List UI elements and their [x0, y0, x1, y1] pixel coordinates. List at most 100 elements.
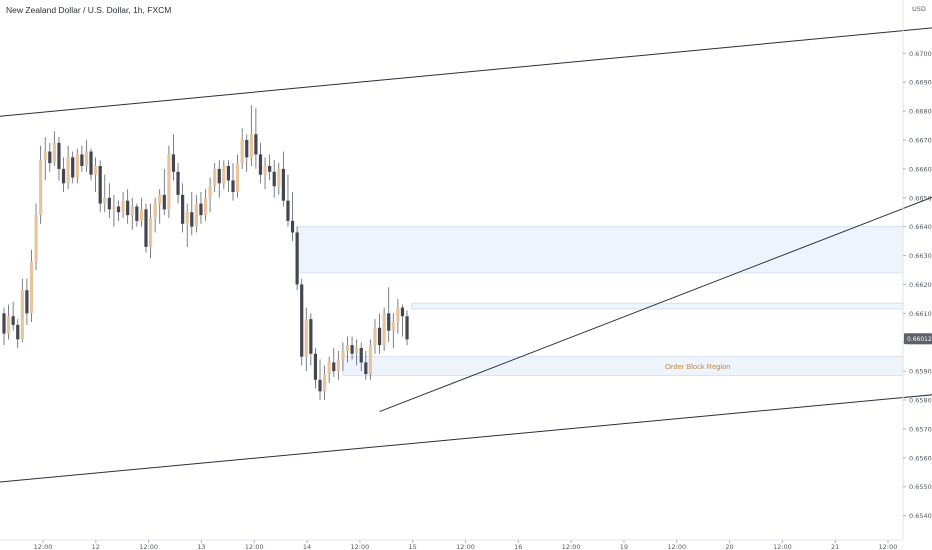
candle — [208, 177, 212, 213]
candle-body — [181, 194, 185, 224]
candle — [222, 160, 226, 190]
candle-body — [190, 212, 194, 227]
candle — [309, 313, 313, 366]
chart-title: New Zealand Dollar / U.S. Dollar, 1h, FX… — [6, 5, 172, 15]
candle — [48, 142, 52, 172]
candle-body — [396, 307, 400, 322]
candle — [89, 148, 93, 181]
candle-body — [158, 194, 162, 204]
candle — [80, 145, 84, 172]
candle-body — [350, 345, 354, 354]
candle-body — [171, 154, 176, 172]
candle — [268, 154, 272, 181]
candle — [240, 128, 244, 169]
candle-body — [194, 203, 198, 227]
time-axis[interactable]: 12:00 12 12:00 13 12:00 14 12:00 15 12:00 16 12:00… — [34, 540, 898, 550]
candle — [304, 307, 308, 372]
candle — [139, 197, 143, 227]
time-tick-label: 21 — [831, 543, 839, 550]
candle-body — [11, 316, 15, 325]
candle — [364, 350, 368, 380]
candle — [75, 148, 79, 184]
candle — [185, 203, 189, 247]
candle — [336, 350, 340, 380]
candle — [112, 194, 116, 227]
zones-layer — [296, 226, 904, 376]
candle-body — [208, 186, 212, 198]
candle — [162, 168, 166, 216]
candle-body — [341, 350, 345, 360]
candle — [295, 226, 299, 291]
candle-body — [254, 134, 258, 155]
rising-trendline[interactable] — [379, 195, 932, 413]
candle-body — [300, 284, 304, 357]
candle-body — [139, 209, 143, 221]
candle-body — [48, 151, 52, 164]
candle-body — [116, 206, 121, 213]
candle — [25, 278, 29, 325]
candle-body — [107, 197, 111, 210]
candle — [313, 348, 318, 389]
candle — [235, 154, 240, 198]
candle — [103, 174, 107, 213]
candle-body — [359, 348, 363, 363]
candle-body — [43, 151, 47, 161]
candle — [181, 183, 185, 233]
time-tick-label: 12:00 — [773, 543, 792, 550]
candle-body — [336, 359, 340, 372]
candle-body — [16, 324, 20, 340]
candle — [300, 278, 304, 366]
candle-body — [29, 261, 34, 314]
candle-body — [144, 209, 148, 247]
time-tick-label: 12 — [92, 543, 100, 550]
candle-body — [199, 203, 203, 216]
candles-layer — [2, 105, 409, 400]
candle — [323, 365, 327, 400]
candle — [332, 348, 336, 377]
candle-body — [126, 200, 130, 216]
candle-body — [94, 166, 98, 175]
candle-body — [231, 180, 235, 192]
time-tick-label: 12:00 — [562, 543, 581, 550]
channel-lower-line[interactable] — [0, 394, 932, 484]
candle — [98, 160, 102, 213]
time-tick-label: 12:00 — [245, 543, 264, 550]
trendlines-layer — [0, 27, 932, 483]
candle — [290, 192, 295, 242]
candle — [167, 145, 171, 218]
candle — [203, 189, 208, 221]
candle — [116, 200, 121, 221]
channel-upper-line[interactable] — [0, 27, 932, 118]
candle — [16, 319, 20, 348]
time-tick-label: 12:00 — [456, 543, 475, 550]
candle — [341, 342, 345, 372]
time-tick-label: 20 — [725, 543, 733, 550]
candle — [272, 160, 276, 198]
candle — [66, 145, 70, 190]
candle — [327, 356, 331, 383]
candle — [382, 307, 386, 351]
candle-body — [249, 134, 253, 158]
price-tick-label: 0.65400 — [909, 512, 932, 520]
candle-body — [6, 316, 11, 334]
candle-body — [61, 168, 66, 184]
candle — [396, 298, 400, 334]
candle-body — [75, 154, 79, 178]
candle-body — [258, 154, 263, 175]
candle-body — [203, 197, 208, 216]
candle-body — [57, 142, 61, 169]
candle-body — [281, 168, 285, 201]
candle-body — [84, 151, 89, 166]
candle — [405, 310, 409, 346]
candle-body — [89, 151, 93, 175]
candle — [368, 339, 372, 380]
